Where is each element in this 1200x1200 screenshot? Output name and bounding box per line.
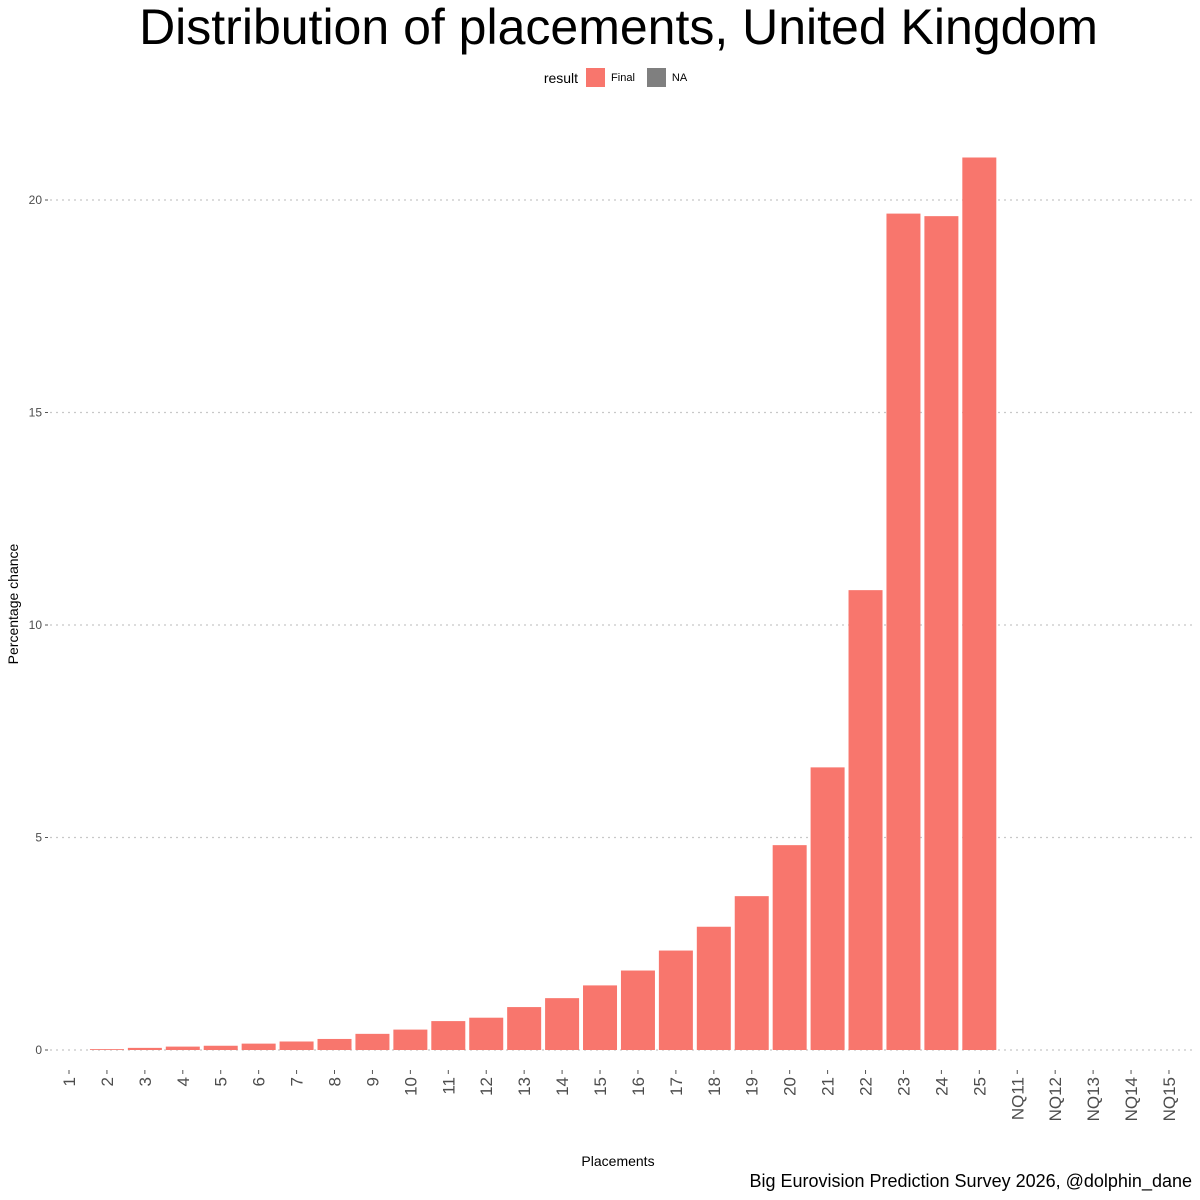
- bar-25: [962, 157, 997, 1050]
- x-tick-label: NQ11: [1008, 1077, 1027, 1120]
- x-tick-label: 6: [250, 1077, 269, 1086]
- bar-15: [583, 985, 618, 1050]
- x-tick-label: 24: [932, 1077, 951, 1096]
- bar-9: [355, 1033, 390, 1050]
- gridlines: [50, 199, 1195, 1051]
- x-tick-label: 11: [439, 1077, 458, 1095]
- x-tick-label: 21: [819, 1077, 838, 1096]
- bar-7: [279, 1041, 314, 1050]
- x-tick-label: 9: [363, 1077, 382, 1086]
- x-tick-label: 15: [591, 1077, 610, 1096]
- x-tick-label: 5: [212, 1077, 231, 1086]
- x-tick-label: NQ13: [1084, 1077, 1103, 1121]
- y-axis: 0 5 10 15 20: [29, 193, 48, 1057]
- bar-20: [772, 845, 807, 1050]
- y-tick-label: 0: [35, 1043, 42, 1057]
- x-axis-label: Placements: [581, 1153, 654, 1169]
- bar-12: [469, 1017, 504, 1050]
- x-tick-label: 12: [477, 1077, 496, 1096]
- y-tick-label: 10: [29, 618, 43, 632]
- legend: result Final NA: [0, 68, 1200, 87]
- bar-19: [734, 896, 769, 1050]
- x-tick-label: 16: [629, 1077, 648, 1096]
- chart-title: Distribution of placements, United Kingd…: [139, 0, 1098, 55]
- y-tick-label: 5: [35, 831, 42, 845]
- x-tick-label: 18: [705, 1077, 724, 1096]
- bar-18: [696, 926, 731, 1050]
- legend-label-final: Final: [611, 71, 635, 84]
- bar-10: [393, 1029, 428, 1050]
- bar-24: [924, 216, 959, 1050]
- bar-22: [848, 590, 883, 1050]
- bar-2: [89, 1049, 124, 1050]
- bars: [89, 157, 997, 1051]
- bar-14: [545, 998, 580, 1050]
- x-tick-label: 13: [515, 1077, 534, 1096]
- x-tick-label: 20: [781, 1077, 800, 1096]
- bar-11: [431, 1021, 466, 1050]
- x-tick-label: 14: [553, 1077, 572, 1096]
- x-tick-label: 7: [288, 1077, 307, 1086]
- bar-5: [203, 1045, 238, 1050]
- bar-23: [886, 213, 921, 1051]
- x-tick-label: 8: [326, 1077, 345, 1086]
- x-tick-label: NQ14: [1122, 1077, 1141, 1121]
- bar-8: [317, 1038, 352, 1050]
- legend-swatch-final: [586, 68, 606, 87]
- x-tick-label: 4: [174, 1077, 193, 1086]
- x-axis: 1 2 3 4 5 6 7 8 9 10 11 12 13 14 15 16 17 18 19 20 21 22 23 24 2…: [60, 1070, 1179, 1121]
- x-tick-label: 23: [894, 1077, 913, 1096]
- legend-swatch-na: [646, 68, 666, 87]
- chart-caption: Big Eurovision Prediction Survey 2026, @…: [749, 1171, 1192, 1191]
- y-tick-label: 15: [29, 406, 43, 420]
- y-axis-label: Percentage chance: [5, 543, 21, 664]
- x-tick-label: 10: [401, 1077, 420, 1096]
- x-tick-label: 3: [136, 1077, 155, 1086]
- legend-title: result: [543, 69, 579, 86]
- x-tick-label: 22: [857, 1077, 876, 1096]
- x-tick-label: 2: [98, 1077, 117, 1086]
- y-tick-label: 20: [29, 193, 43, 207]
- bar-4: [165, 1046, 200, 1050]
- bar-3: [127, 1047, 162, 1050]
- x-tick-label: 1: [60, 1077, 79, 1086]
- x-tick-label: 25: [970, 1077, 989, 1096]
- x-tick-label: NQ15: [1160, 1077, 1179, 1121]
- x-tick-label: NQ12: [1046, 1077, 1065, 1121]
- bar-16: [620, 970, 655, 1050]
- x-tick-label: 19: [743, 1077, 762, 1096]
- bar-13: [507, 1007, 542, 1050]
- legend-label-na: NA: [671, 71, 688, 84]
- bar-6: [241, 1043, 276, 1050]
- bar-17: [658, 950, 693, 1050]
- x-tick-label: 17: [667, 1077, 686, 1096]
- bar-21: [810, 767, 845, 1050]
